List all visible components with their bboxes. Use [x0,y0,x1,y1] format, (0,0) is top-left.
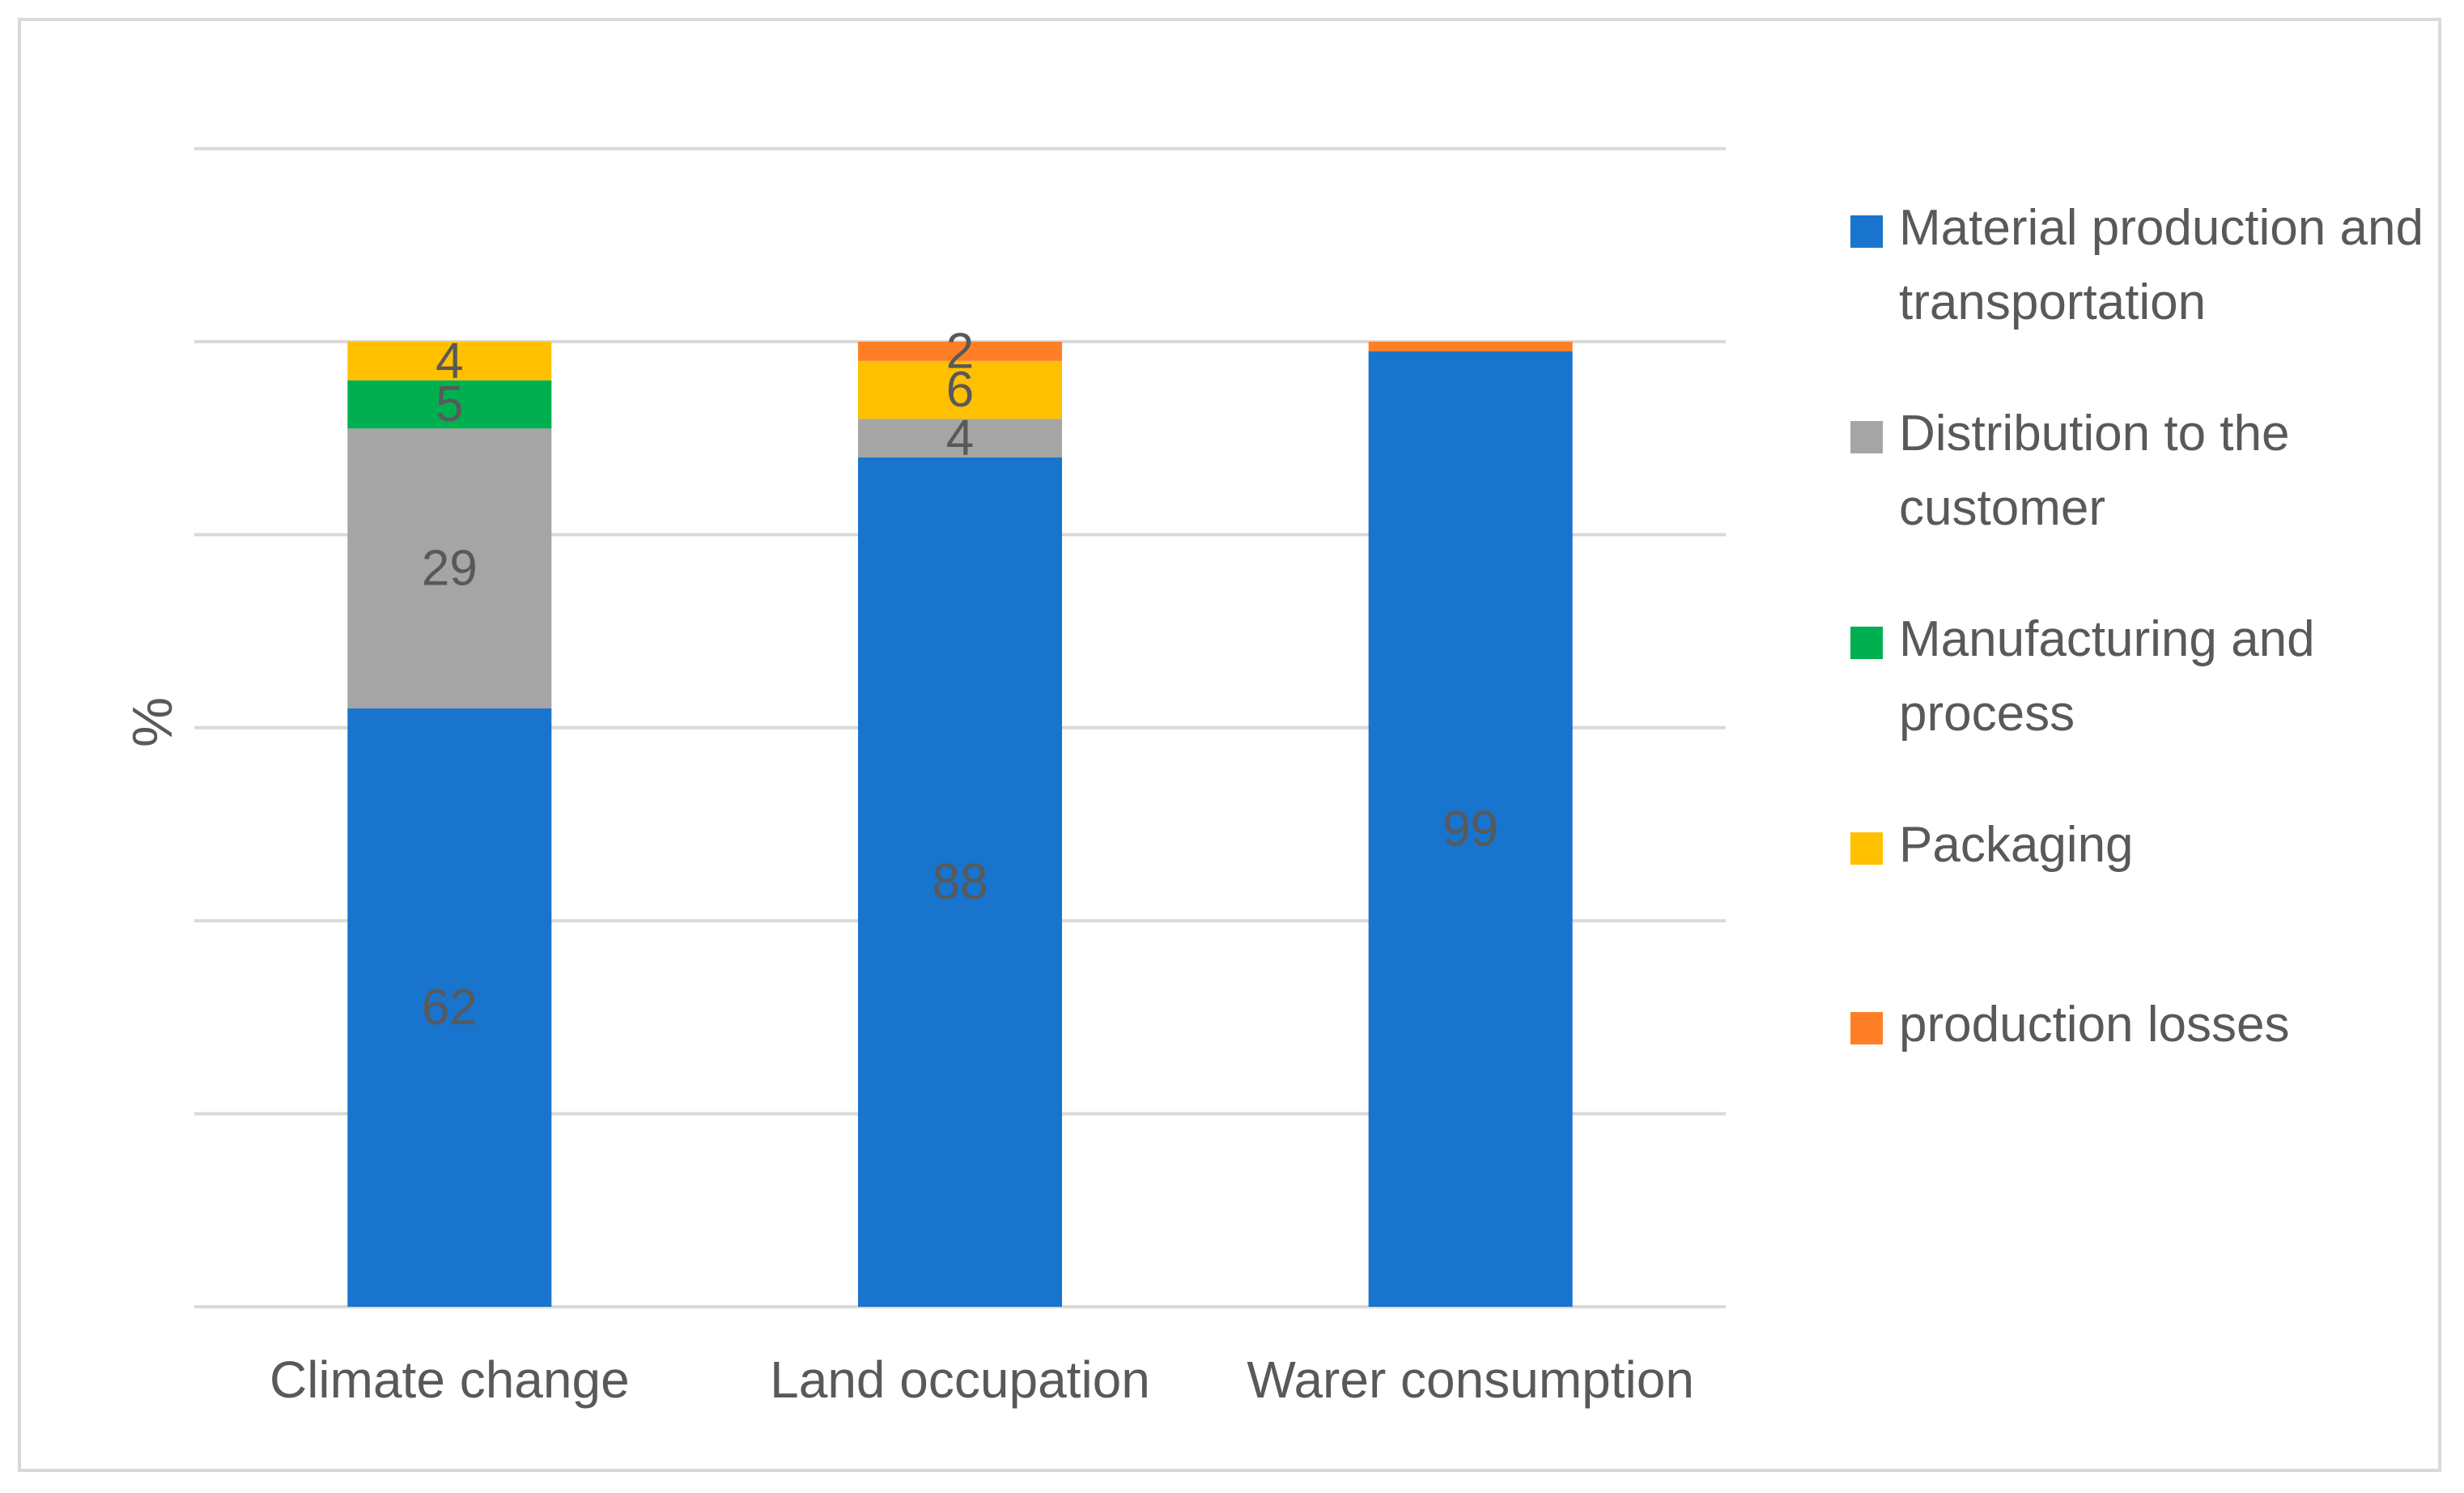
legend-label: Packaging [1899,817,2134,873]
legend-swatch [1850,627,1883,659]
legend-swatch [1850,832,1883,865]
bar-segment [858,419,1062,458]
bar-segment [1368,351,1573,1307]
legend-swatch [1850,421,1883,453]
data-label: 99 [1442,801,1498,857]
data-label: 62 [422,980,478,1036]
x-tick-label: Land occupation [770,1351,1150,1409]
bar-segment [347,342,552,381]
y-axis-label: % [121,697,184,747]
data-label: 88 [932,854,988,910]
data-label: 4 [946,410,974,466]
bar-segment [858,360,1062,419]
bar-segment [858,457,1062,1307]
legend-label: production losses [1899,997,2290,1053]
legend-label: Manufacturing and process [1899,611,2315,742]
legend-swatch [1850,1012,1883,1044]
data-label: 4 [435,333,463,389]
data-label: 29 [422,541,478,597]
bar-segment [347,708,552,1307]
data-label: 5 [435,376,463,432]
chart-frame: 62 29 5 4 88 4 6 2 99 Climate change Land occupat… [18,18,2441,1472]
legend-label: Distribution to the customer [1899,406,2290,536]
bar-segment [347,380,552,429]
bar-segment [1368,342,1573,351]
bar-segment [858,342,1062,361]
legend-label: Material production and transportation [1899,200,2424,330]
data-label: 6 [946,362,974,418]
bar-segment [347,428,552,708]
x-tick-label: Climate change [270,1351,630,1409]
legend-swatch [1850,215,1883,248]
data-label: 2 [946,323,974,379]
x-tick-label: Warer consumption [1247,1351,1694,1409]
